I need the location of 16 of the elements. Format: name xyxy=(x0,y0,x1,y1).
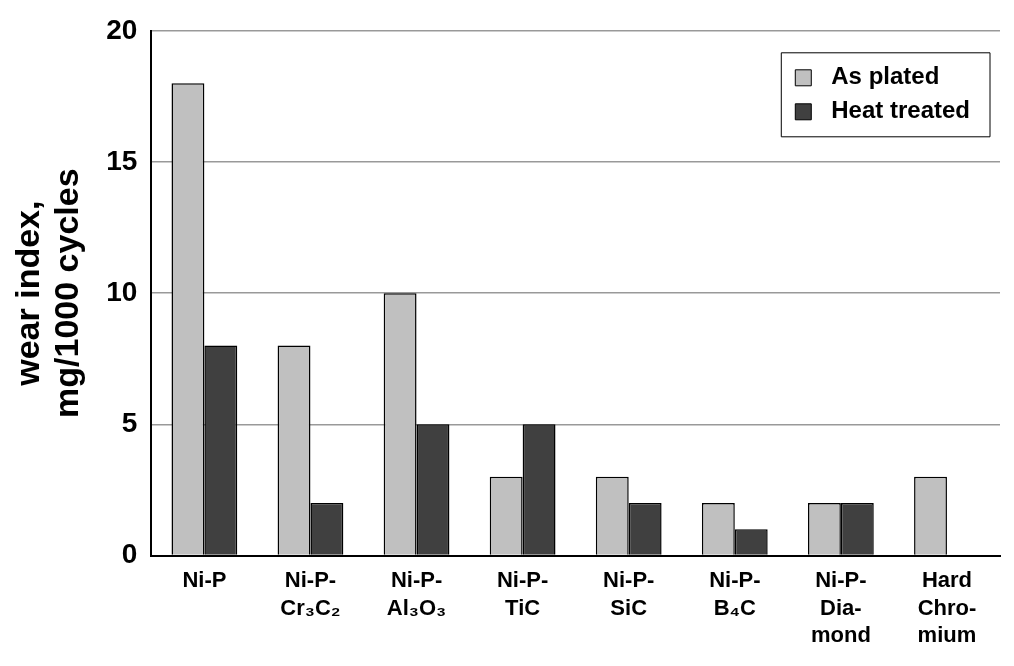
legend-label: Heat treated xyxy=(831,96,970,124)
x-tick-label: Ni-P- B₄C xyxy=(709,567,761,620)
y-tick-label: 20 xyxy=(106,13,138,45)
x-tick-label: Ni-P- SiC xyxy=(603,567,655,620)
x-tick-label: Ni-P- Dia- mond xyxy=(810,567,871,648)
x-tick-label: Hard Chro- mium xyxy=(917,567,977,648)
x-tick-label: Ni-P- TiC xyxy=(496,567,549,620)
y-tick-label: 15 xyxy=(106,144,138,176)
y-tick-label: 10 xyxy=(106,275,138,307)
x-tick-label: Ni-P xyxy=(182,567,227,593)
y-axis-title: wear index, mg/1000 cycles xyxy=(7,168,86,418)
x-tick-label: Ni-P- Cr₃C₂ xyxy=(280,567,341,620)
legend-label: As plated xyxy=(831,62,940,90)
x-tick-label: Ni-P- Al₃O₃ xyxy=(386,567,447,620)
y-tick-label: 0 xyxy=(121,538,138,570)
y-tick-label: 5 xyxy=(121,407,138,439)
